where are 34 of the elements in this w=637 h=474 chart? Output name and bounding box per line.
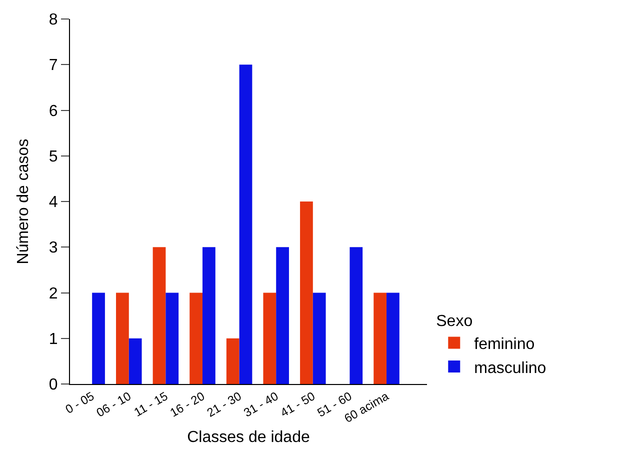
bar xyxy=(116,292,129,384)
bar xyxy=(374,292,387,384)
bar xyxy=(152,247,166,384)
y-tick-label: 5 xyxy=(48,148,58,166)
legend-title: Sexo xyxy=(436,312,473,330)
bar xyxy=(166,292,179,384)
bar xyxy=(226,338,240,384)
y-tick-label: 8 xyxy=(48,12,58,29)
y-tick-label: 6 xyxy=(48,102,58,120)
legend-label: masculino xyxy=(474,360,546,377)
x-tick-label: 41 - 50 xyxy=(278,388,318,420)
x-tick-label: 06 - 10 xyxy=(94,388,134,420)
bar xyxy=(239,64,252,384)
x-tick-label: 0 - 05 xyxy=(63,388,97,417)
legend-label: feminino xyxy=(474,336,535,353)
x-axis-title: Classes de idade xyxy=(187,429,310,446)
bar xyxy=(300,202,313,384)
bar xyxy=(128,338,142,384)
y-tick-label: 2 xyxy=(48,285,58,302)
y-tick-label: 1 xyxy=(48,330,58,348)
bar xyxy=(312,292,326,384)
y-tick-label: 7 xyxy=(48,57,58,74)
bar xyxy=(263,292,276,384)
y-tick-label: 3 xyxy=(48,240,58,257)
bar xyxy=(202,247,216,384)
y-tick-label: 0 xyxy=(48,376,58,394)
bar xyxy=(276,247,289,384)
bar xyxy=(386,292,400,384)
x-tick-label: 11 - 15 xyxy=(132,388,170,420)
y-axis-title: Número de casos xyxy=(15,138,32,264)
y-tick-label: 4 xyxy=(48,194,58,212)
bar xyxy=(190,292,202,384)
bar xyxy=(92,292,105,384)
bar xyxy=(350,247,363,384)
